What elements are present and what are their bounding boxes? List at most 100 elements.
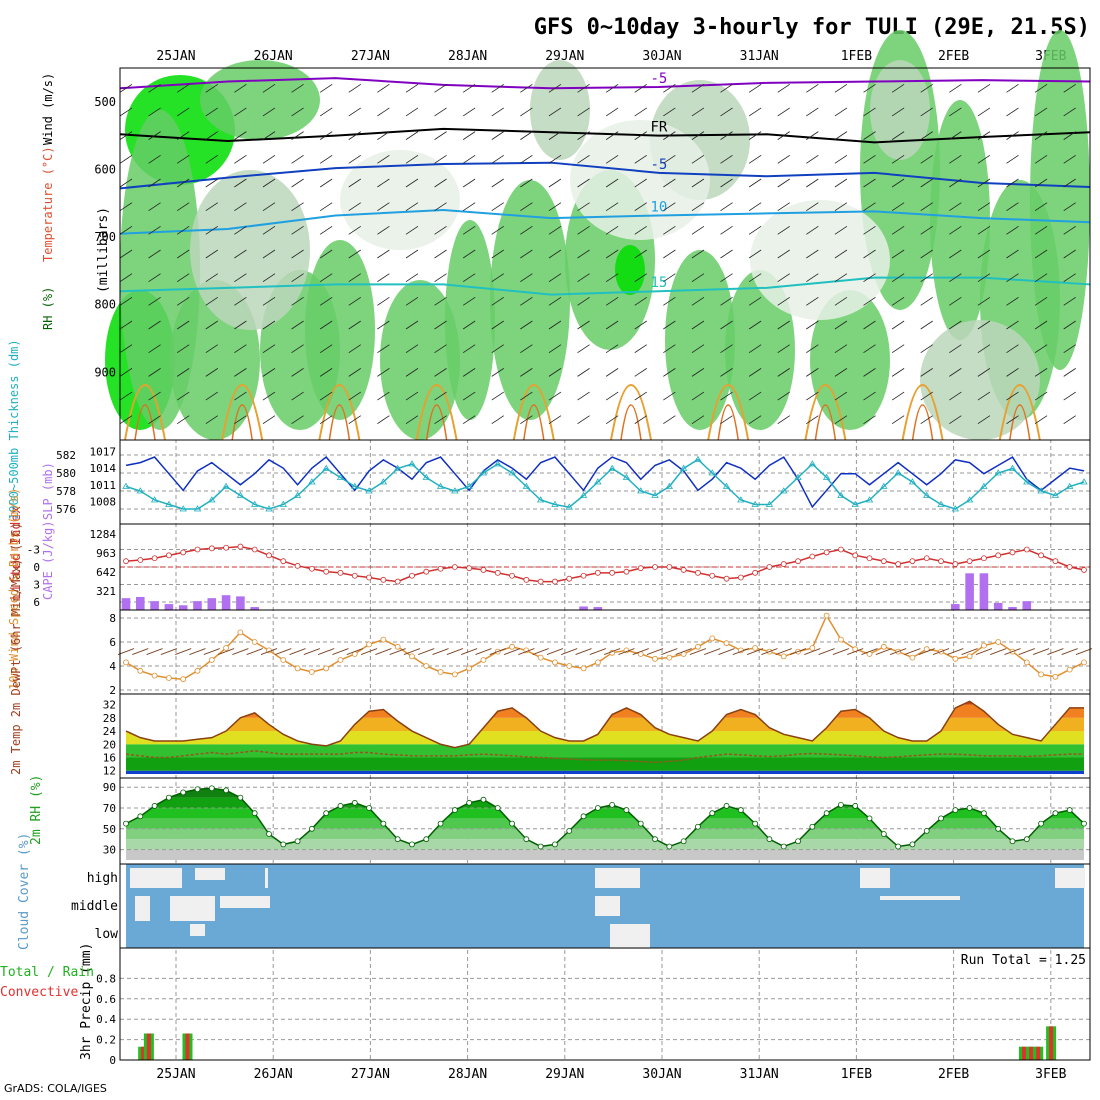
rh-area	[530, 60, 590, 160]
data-point	[565, 503, 573, 510]
date-label-bottom: 30JAN	[642, 1067, 681, 1082]
isotherm-line	[119, 77, 1091, 90]
wind-barb	[577, 202, 590, 211]
wind-barb	[117, 648, 135, 656]
data-point	[151, 672, 158, 679]
wind-barb	[663, 297, 676, 306]
data-point	[923, 555, 930, 562]
data-point	[580, 572, 587, 579]
wind-barb	[1063, 368, 1076, 377]
data-point	[1008, 464, 1017, 471]
data-point	[981, 642, 987, 649]
legend-wind: Wind (m/s)	[41, 73, 55, 145]
y-tick-label: 28	[103, 712, 116, 725]
wind-barb	[1034, 131, 1048, 140]
data-point	[894, 469, 902, 476]
wind-barb	[520, 297, 533, 306]
wind-barb	[1063, 273, 1076, 283]
data-point	[637, 487, 645, 494]
wind-barb	[319, 131, 333, 140]
wind-barb	[605, 225, 619, 235]
wind-barb	[434, 344, 447, 354]
isotherm-label: 10	[650, 199, 667, 215]
data-point	[508, 469, 516, 476]
wind-barb	[661, 648, 678, 656]
wind-barb	[663, 178, 676, 188]
precip-bar-convective	[185, 1033, 190, 1060]
data-point	[909, 841, 916, 848]
data-point	[766, 564, 773, 570]
wind-barb	[405, 154, 419, 164]
rh-area	[200, 60, 320, 140]
wind-barb	[634, 273, 647, 283]
wind-barb	[1018, 648, 1035, 656]
wind-barb	[548, 131, 562, 140]
wind-barb	[634, 368, 647, 377]
data-point	[494, 460, 502, 467]
wind-panel: 2 4 6 8	[109, 609, 1093, 697]
wind-barb	[262, 83, 276, 93]
wind-barb	[119, 202, 133, 211]
wind-barb	[920, 391, 933, 401]
wind-barb	[663, 320, 676, 330]
wind-barb	[634, 225, 647, 235]
data-point	[251, 810, 258, 817]
wind-barb	[577, 368, 590, 377]
wind-barb	[348, 178, 361, 188]
wind-barb	[777, 297, 790, 306]
data-point	[723, 640, 730, 647]
isotherm-label: -5	[650, 71, 667, 87]
wind-barb	[234, 225, 247, 235]
wind-barb	[205, 131, 219, 140]
isotherm-line	[804, 384, 847, 441]
data-point	[895, 561, 902, 567]
date-label-top: 1FEB	[841, 49, 872, 64]
data-point	[981, 555, 987, 562]
wind-barb	[777, 249, 790, 259]
y-tick-label: 70	[103, 802, 116, 815]
wind-barb	[663, 344, 676, 354]
wind-barb	[262, 249, 276, 259]
wind-barb	[434, 202, 447, 211]
wind-barb	[548, 344, 562, 354]
y-tick-label: 3	[33, 579, 40, 592]
data-point	[666, 654, 673, 661]
wind-barb	[720, 391, 733, 401]
data-point	[380, 820, 387, 827]
wind-barb	[863, 107, 876, 117]
wind-barb	[904, 648, 921, 656]
data-point	[1081, 820, 1087, 827]
data-point	[722, 482, 731, 489]
wind-barb	[319, 297, 333, 306]
isotherm-line	[425, 404, 448, 441]
wind-barb	[148, 249, 161, 259]
data-point	[1009, 838, 1016, 845]
date-label-bottom: 26JAN	[254, 1067, 293, 1082]
wind-barb	[348, 83, 361, 93]
data-point	[223, 645, 229, 651]
wind-barb	[834, 391, 848, 401]
precip-panel: 0 0.2 0.4 0.6 0.8 Run Total = 1.25	[96, 947, 1091, 1067]
wind-barb	[806, 273, 819, 283]
wind-barb	[1034, 178, 1048, 188]
wind-barb	[303, 648, 321, 656]
data-point	[266, 552, 272, 559]
y-tick-label: 0.8	[96, 972, 116, 985]
wind-barb	[234, 391, 247, 401]
wind-barb	[462, 107, 476, 117]
data-point	[308, 478, 316, 485]
wind-barb	[332, 648, 349, 656]
wind-barb	[377, 368, 390, 377]
wind-barb	[234, 297, 247, 306]
data-point	[951, 505, 960, 512]
wind-barb	[949, 368, 962, 377]
wind-barb	[461, 648, 478, 656]
data-point	[666, 564, 673, 570]
wind-barb	[949, 178, 962, 188]
wind-barb	[832, 648, 850, 656]
data-point	[623, 568, 630, 575]
wind-barb	[1063, 131, 1076, 140]
wind-barb	[663, 391, 676, 401]
data-point	[437, 565, 444, 572]
wind-barb	[920, 202, 933, 211]
